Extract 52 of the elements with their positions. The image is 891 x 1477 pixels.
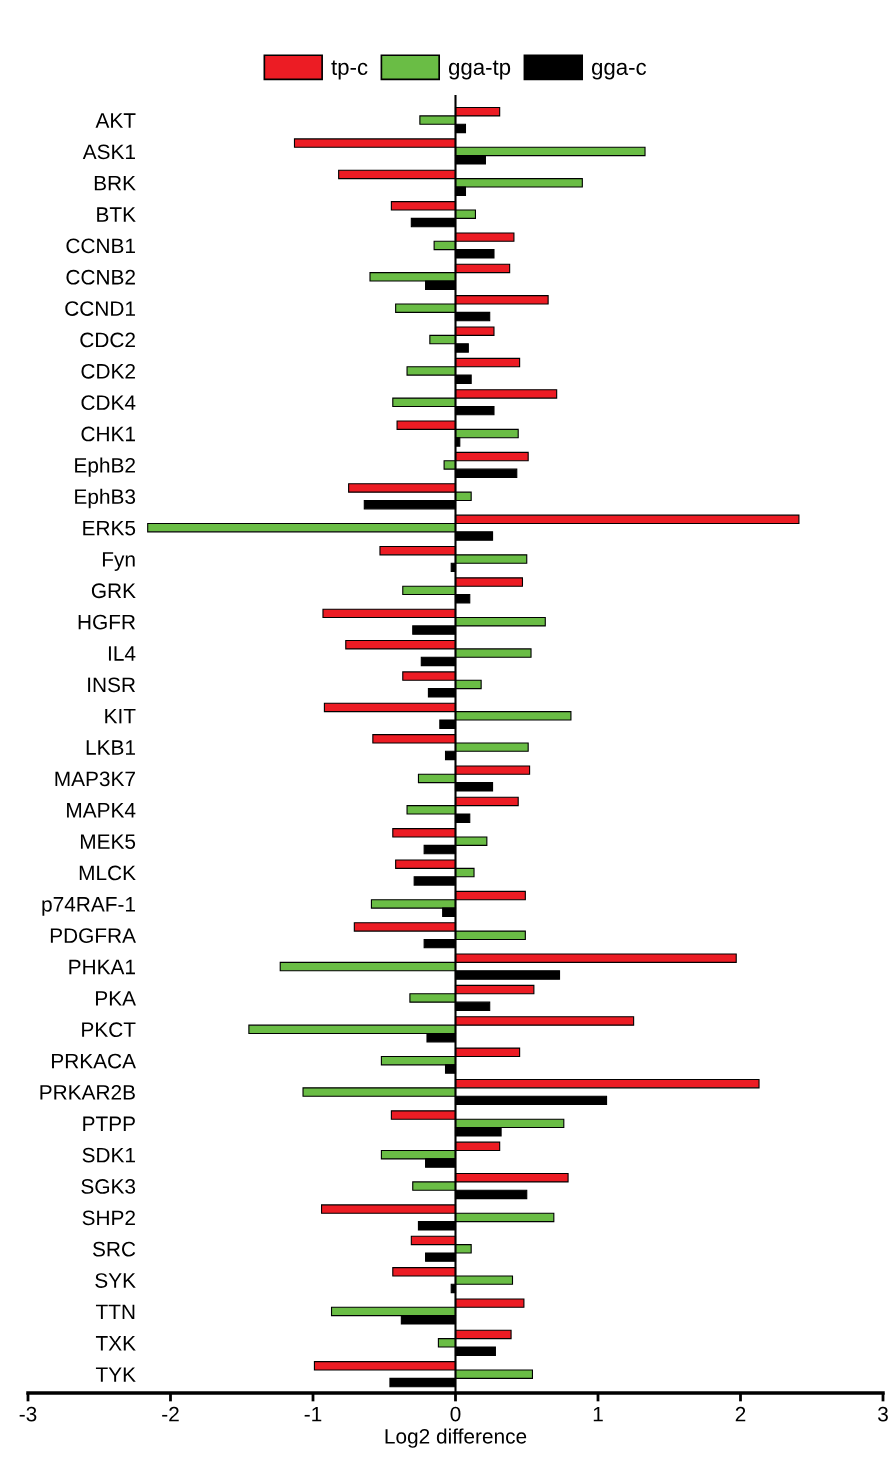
y-tick-label: CHK1	[81, 426, 135, 442]
y-tick-label: MEK5	[80, 834, 136, 849]
y-tick-label: PRKACA	[52, 1053, 136, 1069]
y-tick-label: PRKAR2B	[40, 1085, 135, 1100]
x-tick-label: 1	[593, 1406, 603, 1422]
y-tick-label: BTK	[97, 207, 136, 222]
y-tick-label: AKT	[95, 113, 136, 128]
y-tick-label: PTPP	[83, 1116, 135, 1131]
y-tick-label: TTN	[95, 1304, 135, 1320]
y-tick-label: SHP2	[82, 1210, 135, 1226]
y-tick-label: PHKA1	[69, 959, 135, 975]
legend-label: gga-c	[592, 62, 647, 80]
y-tick-label: CDC2	[80, 332, 135, 348]
legend-label: tp-c	[331, 60, 368, 80]
y-tick-label: CDK4	[81, 395, 136, 411]
y-tick-label: KIT	[105, 709, 136, 724]
y-tick-label: ERK5	[83, 520, 136, 536]
y-tick-label: EphB2	[75, 457, 135, 477]
y-tick-label: SYK	[95, 1273, 136, 1288]
y-tick-label: TYK	[95, 1367, 136, 1382]
y-tick-label: MAP3K7	[55, 771, 135, 787]
x-tick-label: 0	[450, 1406, 461, 1422]
y-tick-label: TXK	[95, 1336, 136, 1351]
y-tick-label: SDK1	[82, 1147, 135, 1163]
y-tick-label: CDK2	[81, 363, 135, 379]
y-tick-label: GRK	[91, 583, 136, 599]
y-tick-label: HGFR	[78, 614, 136, 630]
y-tick-label: PDGFRA	[50, 928, 136, 944]
y-tick-label: IL4	[108, 646, 136, 661]
y-tick-label: MLCK	[79, 865, 136, 881]
y-tick-label: CCNB2	[66, 269, 135, 285]
y-tick-label: SGK3	[81, 1179, 136, 1194]
x-tick-label: 2	[735, 1406, 746, 1422]
y-tick-label: PKCT	[82, 1022, 136, 1038]
y-tick-label: p74RAF-1	[42, 897, 135, 916]
y-tick-label: INSR	[88, 677, 136, 693]
y-tick-label: SRC	[92, 1241, 136, 1257]
legend-label: gga-tp	[448, 60, 511, 80]
x-tick-label: -1	[304, 1406, 322, 1422]
x-tick-label: -3	[19, 1406, 37, 1422]
x-tick-label: 3	[878, 1406, 888, 1422]
y-tick-label: CCND1	[65, 301, 135, 316]
y-tick-label: LKB1	[86, 740, 135, 755]
y-tick-label: BRK	[94, 176, 136, 191]
y-tick-label: PKA	[96, 991, 136, 1006]
y-tick-label: MAPK4	[67, 803, 136, 818]
x-tick-label: -2	[162, 1406, 179, 1422]
y-tick-label: EphB3	[75, 488, 136, 509]
y-tick-label: ASK1	[82, 144, 135, 160]
y-tick-label: CCNB1	[66, 238, 135, 254]
y-tick-label: Fyn	[102, 552, 135, 571]
x-axis-title: Log2 difference	[385, 1428, 527, 1448]
